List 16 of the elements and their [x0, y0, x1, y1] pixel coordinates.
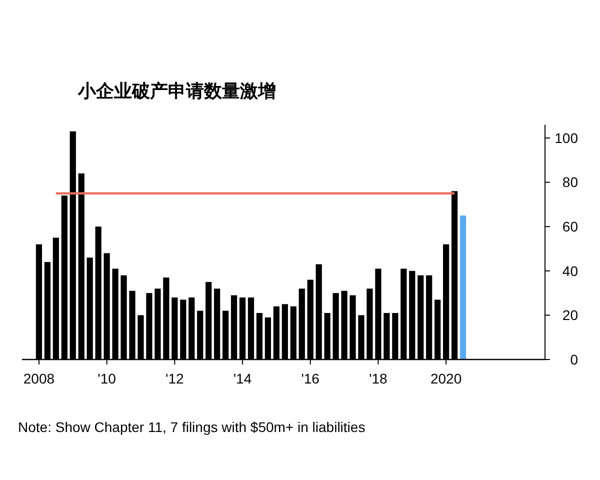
x-tick-label: 2020	[430, 370, 462, 386]
x-tick-label: '12	[166, 370, 184, 386]
x-tick-label: '16	[301, 370, 320, 386]
chart-title: 小企业破产申请数量激增	[77, 81, 276, 102]
y-tick-label: 80	[562, 174, 578, 190]
bar	[460, 216, 466, 360]
y-tick-label: 100	[554, 130, 578, 146]
text: Note: Show Chapter 11, 7 filings with $50m+ in liabilities	[18, 419, 366, 435]
x-tick-label: 2008	[23, 370, 55, 386]
y-tick-label: 60	[562, 218, 578, 234]
y-tick-label: 40	[562, 262, 578, 279]
x-tick-label: '14	[233, 370, 252, 386]
x-tick-label: '10	[98, 370, 116, 386]
y-tick-label: 0	[570, 351, 578, 368]
y-tick-label: 20	[562, 307, 578, 324]
x-tick-label: '18	[369, 370, 388, 386]
